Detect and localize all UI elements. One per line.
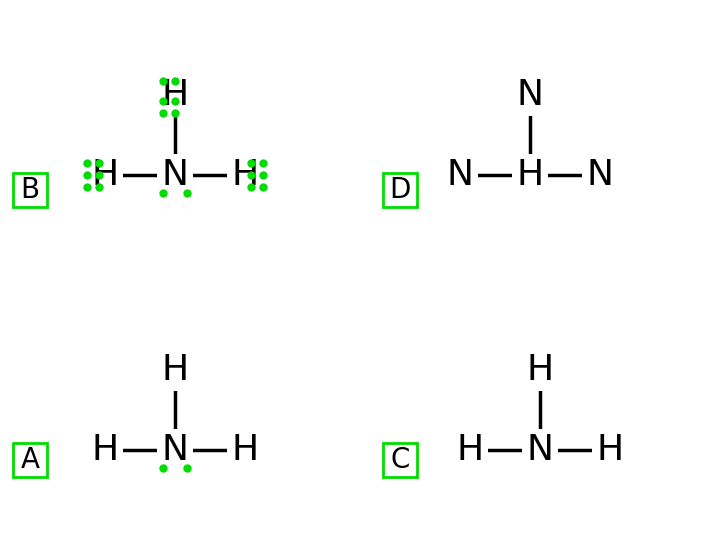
FancyBboxPatch shape [13, 173, 47, 207]
Text: H: H [161, 353, 189, 387]
Text: B: B [20, 176, 40, 204]
FancyBboxPatch shape [383, 173, 417, 207]
Text: N: N [516, 78, 544, 112]
FancyBboxPatch shape [13, 443, 47, 477]
FancyBboxPatch shape [383, 443, 417, 477]
Text: H: H [91, 158, 119, 192]
Text: H: H [91, 433, 119, 467]
Text: N: N [526, 433, 554, 467]
Text: H: H [516, 158, 544, 192]
Text: N: N [446, 158, 474, 192]
Text: D: D [390, 176, 410, 204]
Text: H: H [526, 353, 554, 387]
Text: H: H [596, 433, 624, 467]
Text: N: N [161, 158, 189, 192]
Text: C: C [390, 446, 410, 474]
Text: H: H [231, 158, 258, 192]
Text: H: H [231, 433, 258, 467]
Text: N: N [161, 433, 189, 467]
Text: H: H [456, 433, 484, 467]
Text: A: A [20, 446, 40, 474]
Text: N: N [587, 158, 613, 192]
Text: H: H [161, 78, 189, 112]
